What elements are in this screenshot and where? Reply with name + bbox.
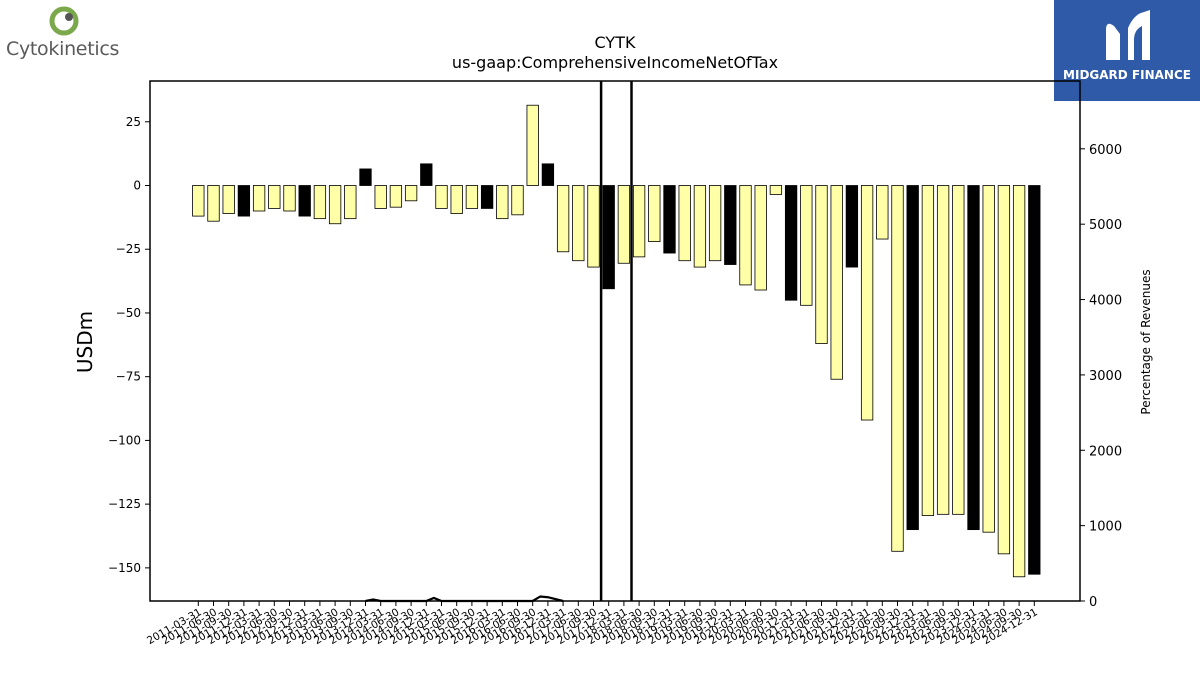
y-tick-label: −25 [116,242,141,256]
bar-2012-12-31 [298,185,311,217]
bar-2011-03-31 [192,185,205,217]
bar-2023-03-31 [921,185,935,517]
bar-2013-06-30 [328,185,342,225]
bar-2020-03-31 [739,185,752,286]
bar-2015-12-31 [480,185,494,209]
bar-2021-12-31 [845,185,859,268]
bar-2024-06-30 [997,185,1011,555]
bar-2015-09-30 [465,185,479,209]
bar-2011-06-30 [207,185,220,222]
sponsor-logo-text: MIDGARD FINANCE [1063,68,1191,82]
y2-tick-label: 3000 [1089,369,1122,384]
x-ticks-group: 2011-03-312011-06-302011-09-302011-12-31… [145,601,1040,647]
bar-2018-09-30 [648,185,661,242]
bar-2011-09-30 [222,185,235,214]
bar-2022-09-30 [891,185,904,552]
y-axis-label: USDm [73,311,97,373]
bar-2014-12-31 [420,163,433,186]
bar-2022-12-31 [906,185,919,531]
bar-2012-09-30 [283,185,296,212]
bar-2019-03-31 [678,185,691,262]
bar-2014-03-31 [374,185,387,209]
bar-2021-03-31 [800,185,813,306]
bar-2020-06-30 [754,185,767,291]
bar-2024-12-31 [1028,185,1041,575]
y-tick-label: 25 [126,115,141,129]
percentage-line-group [365,595,564,603]
bar-2013-03-31 [313,185,327,220]
bars-group [192,104,1041,578]
cytokinetics-mark-icon [49,6,79,36]
y2-tick-label: 0 [1089,595,1097,610]
bar-2022-03-31 [860,185,874,421]
cytokinetics-logo: Cytokinetics [4,4,134,60]
bar-2012-03-31 [252,185,266,212]
y2-ticks-group: 6000 5000 4000 3000 2000 1000 0 [1080,143,1122,610]
plot-frame [149,80,1081,602]
y-tick-label: −125 [108,497,141,511]
bar-2018-03-31 [617,185,631,264]
bar-2023-12-31 [967,185,980,531]
bar-2020-09-30 [769,185,783,195]
bar-2016-03-31 [496,185,509,220]
bar-2019-09-30 [708,185,722,262]
y-tick-label: 0 [133,179,141,193]
y2-tick-label: 6000 [1089,143,1122,158]
bar-2019-06-30 [693,185,707,268]
bar-2016-09-30 [526,104,539,186]
bar-2017-03-31 [556,185,570,253]
y-tick-label: −100 [108,433,141,447]
bar-2024-03-31 [982,185,995,533]
bar-2013-09-30 [344,185,357,220]
vertical-markers-group [599,81,633,601]
bar-2023-06-30 [936,185,950,515]
y-tick-label: −150 [108,561,141,575]
bar-2023-09-30 [952,185,965,515]
chart-title: CYTK [595,33,636,52]
y2-tick-label: 2000 [1089,444,1122,459]
percentage-of-revenues-line [365,595,564,603]
midgard-mark-icon [1106,10,1150,60]
bar-2018-12-31 [663,185,676,254]
midgard-finance-logo: MIDGARD FINANCE [1054,0,1200,101]
bar-2017-06-30 [572,185,585,262]
bar-2016-12-31 [541,163,555,186]
bar-2024-09-30 [1012,185,1026,578]
bar-2012-06-30 [268,185,281,209]
y-tick-label: −75 [116,370,141,384]
bar-2015-03-31 [435,185,448,209]
company-logo-text: Cytokinetics [6,38,120,60]
bar-2020-12-31 [784,185,798,301]
y2-tick-label: 1000 [1089,520,1122,535]
bar-2013-12-31 [359,168,372,186]
bar-2018-06-30 [632,185,646,258]
bar-2014-06-30 [389,185,403,208]
y2-tick-label: 4000 [1089,294,1122,309]
y2-axis-label: Percentage of Revenues [1139,269,1153,414]
y2-tick-label: 5000 [1089,218,1122,233]
chart-subtitle: us-gaap:ComprehensiveIncomeNetOfTax [452,53,778,72]
bar-2017-09-30 [587,185,600,268]
y-tick-label: −50 [116,306,141,320]
bar-2016-06-30 [511,185,524,216]
bar-2014-09-30 [404,185,418,202]
bar-2015-06-30 [450,185,463,214]
bar-2019-12-31 [724,185,737,265]
bar-2022-06-30 [876,185,889,240]
bar-2017-12-31 [602,185,615,290]
bar-2011-12-31 [237,185,251,217]
y-ticks-group: 25 0 −25 −50 −75 −100 −125 −150 [108,115,150,575]
bar-2021-09-30 [830,185,843,380]
bar-2021-06-30 [815,185,828,344]
